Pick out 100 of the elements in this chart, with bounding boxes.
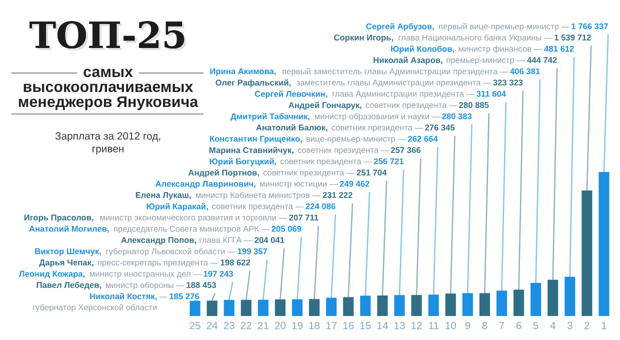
data-label: 197 243	[204, 270, 234, 277]
text: советник президента —	[332, 126, 424, 132]
data-label: 256 721	[374, 158, 404, 164]
data-label: 406 381	[510, 68, 540, 74]
bar	[598, 172, 610, 316]
text: советник президента —	[366, 103, 458, 110]
annotation: Александр Лавринович,	[156, 180, 256, 188]
x-tick-label: 11	[428, 322, 438, 330]
text: министр образования и науки —	[314, 113, 440, 121]
text: первый заместитель главы Администрации президента —	[282, 68, 508, 76]
annotation: губернатор Львовской области —	[106, 248, 236, 256]
bar	[326, 298, 337, 316]
annotation: Юрий Каракай,	[146, 203, 208, 211]
text: губернатор Херсонской области	[33, 304, 157, 312]
bar	[514, 290, 524, 316]
bar	[530, 282, 542, 316]
data-label: 204 041	[254, 237, 284, 243]
annotation: Андрей Портнов,	[188, 169, 259, 178]
text: министр обороны —	[106, 282, 185, 290]
bar	[496, 290, 508, 316]
bar	[190, 300, 200, 316]
data-label: 280 383	[442, 113, 472, 120]
text: вице-премьер-министр —	[306, 137, 406, 144]
chart-subtitle: Зарплата за 2012 год, гривен	[55, 132, 160, 154]
bar	[377, 295, 388, 316]
data-label: 207 711	[289, 214, 318, 220]
text: Дмитрий Табачник,	[230, 113, 310, 121]
x-tick-label: 20	[274, 322, 286, 330]
annotation: министр экономического развития и торговли —	[100, 216, 288, 222]
text: глава Национального банка Украины —	[398, 34, 552, 42]
bar	[428, 294, 439, 316]
data-label: 1 766 337	[572, 23, 608, 30]
x-tick-label: 6	[516, 322, 522, 330]
text: глава Администрации президента —	[332, 90, 475, 98]
bar	[445, 293, 456, 316]
bar	[564, 276, 576, 316]
text: Дарья Чепак,	[39, 260, 94, 268]
text: Соркин Игорь,	[334, 34, 393, 42]
bar	[240, 300, 252, 316]
data-label: 199 357	[238, 248, 268, 254]
text: советник президента —	[280, 160, 372, 166]
text: советник президента —	[298, 148, 390, 155]
annotation: глава КГГА —	[200, 237, 252, 243]
x-tick-label: 4	[550, 322, 556, 330]
x-tick-label: 22	[240, 322, 252, 330]
bar	[258, 300, 268, 316]
text: Павел Лебедев,	[36, 282, 102, 290]
annotation: советник президента —	[212, 204, 304, 211]
bar	[548, 280, 558, 316]
x-tick-label: 19	[292, 322, 303, 330]
annotation: министр юстиции —	[260, 182, 338, 188]
text: Константин Грищенко,	[210, 136, 302, 144]
data-label: 224 086	[306, 203, 336, 210]
data-label: 257 366	[390, 147, 420, 153]
x-tick-label: 23	[224, 322, 234, 330]
x-tick-label: 5	[533, 322, 538, 330]
text: Олег Рафальский,	[216, 79, 291, 88]
data-label: 444 742	[527, 57, 557, 63]
x-tick-label: 9	[465, 322, 470, 330]
x-tick-label: 1	[602, 322, 606, 330]
bar	[343, 297, 354, 316]
x-tick-label: 15	[360, 322, 371, 330]
x-tick-label: 10	[446, 322, 456, 330]
text: Николай Азаров,	[374, 56, 442, 65]
text: премьер-министр —	[446, 58, 526, 65]
data-label: 1 539 712	[554, 34, 591, 40]
x-tick-label: 16	[343, 322, 354, 330]
data-label: 198 622	[220, 260, 250, 266]
annotation: министр иностранных дел —	[90, 272, 202, 278]
text: Юрий Колобов,	[391, 46, 454, 54]
text: Сергей Левочкин,	[254, 90, 328, 98]
text: Виктор Шемчук,	[35, 248, 101, 256]
bar	[411, 295, 422, 316]
annotation: Елена Лукаш,	[136, 192, 191, 200]
x-tick-label: 12	[412, 322, 422, 330]
data-label: 323 323	[493, 80, 523, 86]
data-label: 249 462	[340, 180, 370, 187]
text: Анатолий Могилев,	[29, 225, 109, 233]
bar	[360, 296, 371, 316]
x-tick-label: 18	[309, 322, 320, 330]
data-label: 262 664	[408, 136, 438, 142]
text: Сергей Арбузов,	[366, 23, 434, 31]
text: —	[159, 296, 168, 298]
data-label: 280 885	[459, 102, 489, 108]
x-tick-label: 2	[584, 322, 590, 330]
data-label: 481 612	[544, 46, 574, 52]
bar	[582, 190, 592, 316]
bar	[274, 299, 286, 316]
x-tick-label: 21	[258, 322, 268, 330]
text: министр финансов —	[458, 46, 542, 54]
text: первый вице-премьер-министр —	[439, 23, 570, 31]
x-tick-label: 24	[206, 322, 218, 330]
text: Марина Ставнийчук,	[209, 146, 294, 155]
data-label: 231 222	[322, 192, 352, 198]
data-label: 276 345	[425, 124, 455, 130]
text: заместитель главы Администрации президента —	[296, 80, 492, 88]
data-label: 205 069	[272, 226, 302, 232]
text: Ирина Акимова,	[210, 68, 276, 76]
data-label: 251 704	[356, 170, 387, 176]
data-label: 188 453	[186, 282, 216, 288]
